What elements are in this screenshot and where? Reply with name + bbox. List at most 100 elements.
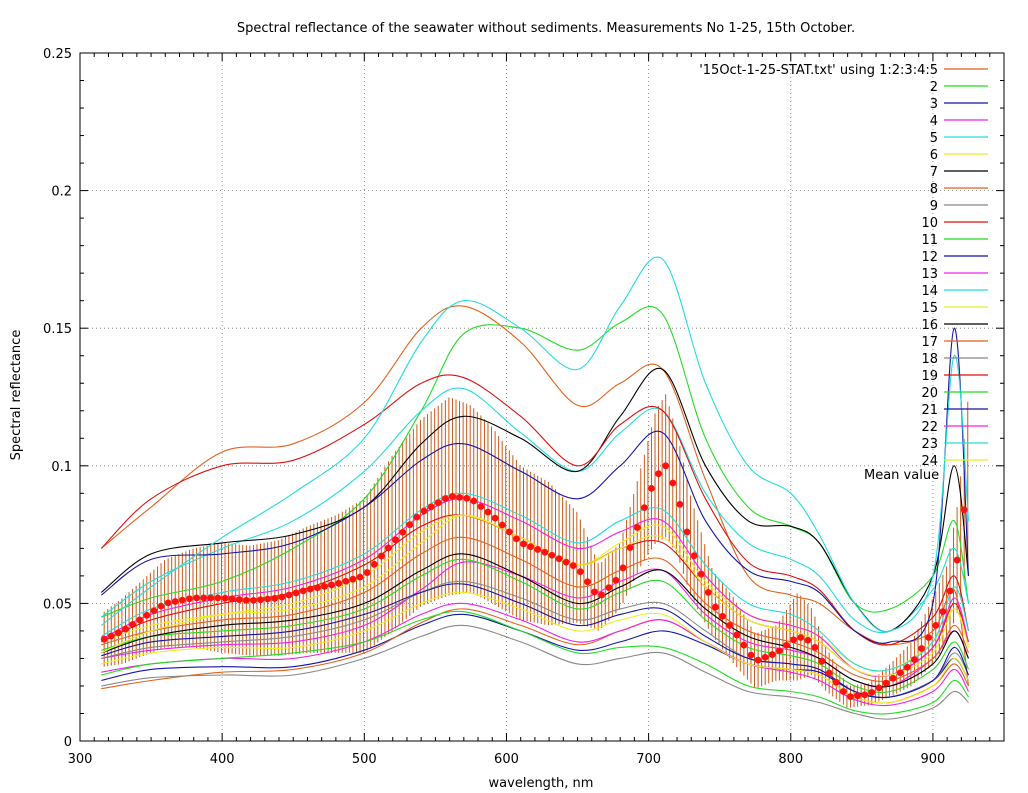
mean-point	[953, 556, 961, 564]
mean-point	[783, 641, 790, 649]
mean-point	[377, 552, 385, 560]
legend-label: 15	[921, 301, 938, 316]
mean-point	[747, 651, 755, 659]
mean-point	[584, 578, 591, 586]
legend-label: 8	[930, 182, 938, 197]
mean-point	[932, 622, 940, 629]
mean-point	[278, 593, 286, 601]
legend-label: 12	[921, 250, 938, 265]
x-tick-label: 300	[68, 752, 93, 767]
mean-point	[107, 632, 115, 640]
mean-point	[555, 555, 563, 563]
legend-label: 19	[921, 369, 938, 384]
mean-point	[221, 594, 229, 602]
series-line	[100, 256, 970, 633]
mean-point	[271, 594, 279, 602]
y-tick-label: 0.05	[43, 597, 72, 612]
mean-point	[768, 651, 776, 658]
mean-point	[413, 513, 421, 521]
legend-label: 23	[921, 437, 938, 452]
mean-point	[875, 684, 883, 692]
mean-point	[918, 645, 925, 652]
series-line	[101, 492, 970, 672]
mean-point	[491, 514, 499, 522]
mean-point	[299, 587, 307, 595]
plot-frame	[79, 52, 1005, 742]
legend-label: 7	[930, 165, 938, 180]
mean-point	[740, 641, 748, 649]
legend-label: 11	[921, 233, 938, 248]
mean-point	[648, 484, 655, 492]
mean-point	[797, 634, 805, 641]
legend-label: 13	[921, 267, 938, 282]
mean-point	[207, 594, 215, 602]
y-tick-label: 0.2	[51, 185, 72, 200]
mean-point	[719, 612, 726, 620]
mean-point	[811, 644, 819, 651]
mean-point	[960, 506, 968, 514]
mean-point	[534, 546, 542, 553]
mean-point	[157, 602, 165, 610]
mean-value-points	[100, 462, 968, 701]
x-tick-label: 500	[352, 752, 377, 767]
mean-point	[619, 564, 627, 572]
mean-point	[754, 656, 762, 664]
axis-ticks: 300 400 500 600 700 800 900 0 0.05 0.1 0.15 0.2 0.25	[43, 47, 1005, 767]
mean-point	[200, 594, 208, 602]
mean-point	[626, 544, 634, 552]
mean-point	[832, 678, 840, 686]
mean-point	[655, 470, 662, 478]
mean-point	[356, 573, 364, 581]
mean-point	[193, 594, 200, 602]
mean-point	[790, 636, 798, 644]
mean-point	[712, 603, 719, 611]
mean-point	[114, 629, 122, 637]
mean-point	[214, 594, 222, 602]
mean-point	[598, 591, 606, 599]
mean-point	[292, 589, 300, 597]
legend-label: 9	[930, 199, 938, 214]
mean-point	[605, 584, 613, 592]
mean-point	[640, 504, 648, 512]
grid	[80, 52, 1004, 741]
x-axis-label: wavelength, nm	[489, 776, 594, 791]
y-tick-label: 0.15	[43, 322, 72, 337]
mean-point	[100, 635, 108, 643]
y-tick-label: 0	[64, 735, 72, 750]
y-tick-label: 0.1	[51, 460, 72, 475]
mean-point	[576, 568, 584, 576]
mean-point	[235, 596, 243, 603]
mean-point	[370, 560, 378, 568]
mean-point	[306, 585, 314, 593]
mean-point	[122, 625, 129, 633]
mean-point	[335, 579, 343, 587]
mean-point	[868, 688, 876, 696]
mean-point	[896, 669, 904, 677]
mean-point	[285, 591, 293, 599]
mean-point	[690, 552, 698, 560]
mean-point	[441, 495, 449, 502]
mean-point	[178, 596, 186, 604]
mean-point	[150, 607, 158, 615]
mean-point	[484, 508, 492, 516]
series-line	[100, 327, 970, 644]
x-tick-label: 900	[921, 752, 946, 767]
mean-point	[420, 507, 428, 515]
mean-point	[726, 622, 734, 629]
series-line	[100, 387, 970, 634]
mean-point	[683, 528, 691, 536]
mean-point	[761, 653, 769, 661]
legend-label: 20	[921, 386, 938, 401]
mean-point	[498, 521, 506, 529]
mean-point	[342, 577, 350, 585]
legend-label: 16	[921, 318, 938, 333]
mean-point	[228, 595, 236, 603]
series-line	[101, 558, 969, 693]
mean-point	[328, 581, 336, 589]
mean-point	[385, 544, 392, 552]
series-line	[101, 306, 970, 618]
mean-point	[704, 588, 712, 596]
mean-point	[313, 584, 321, 592]
mean-point	[463, 494, 471, 502]
